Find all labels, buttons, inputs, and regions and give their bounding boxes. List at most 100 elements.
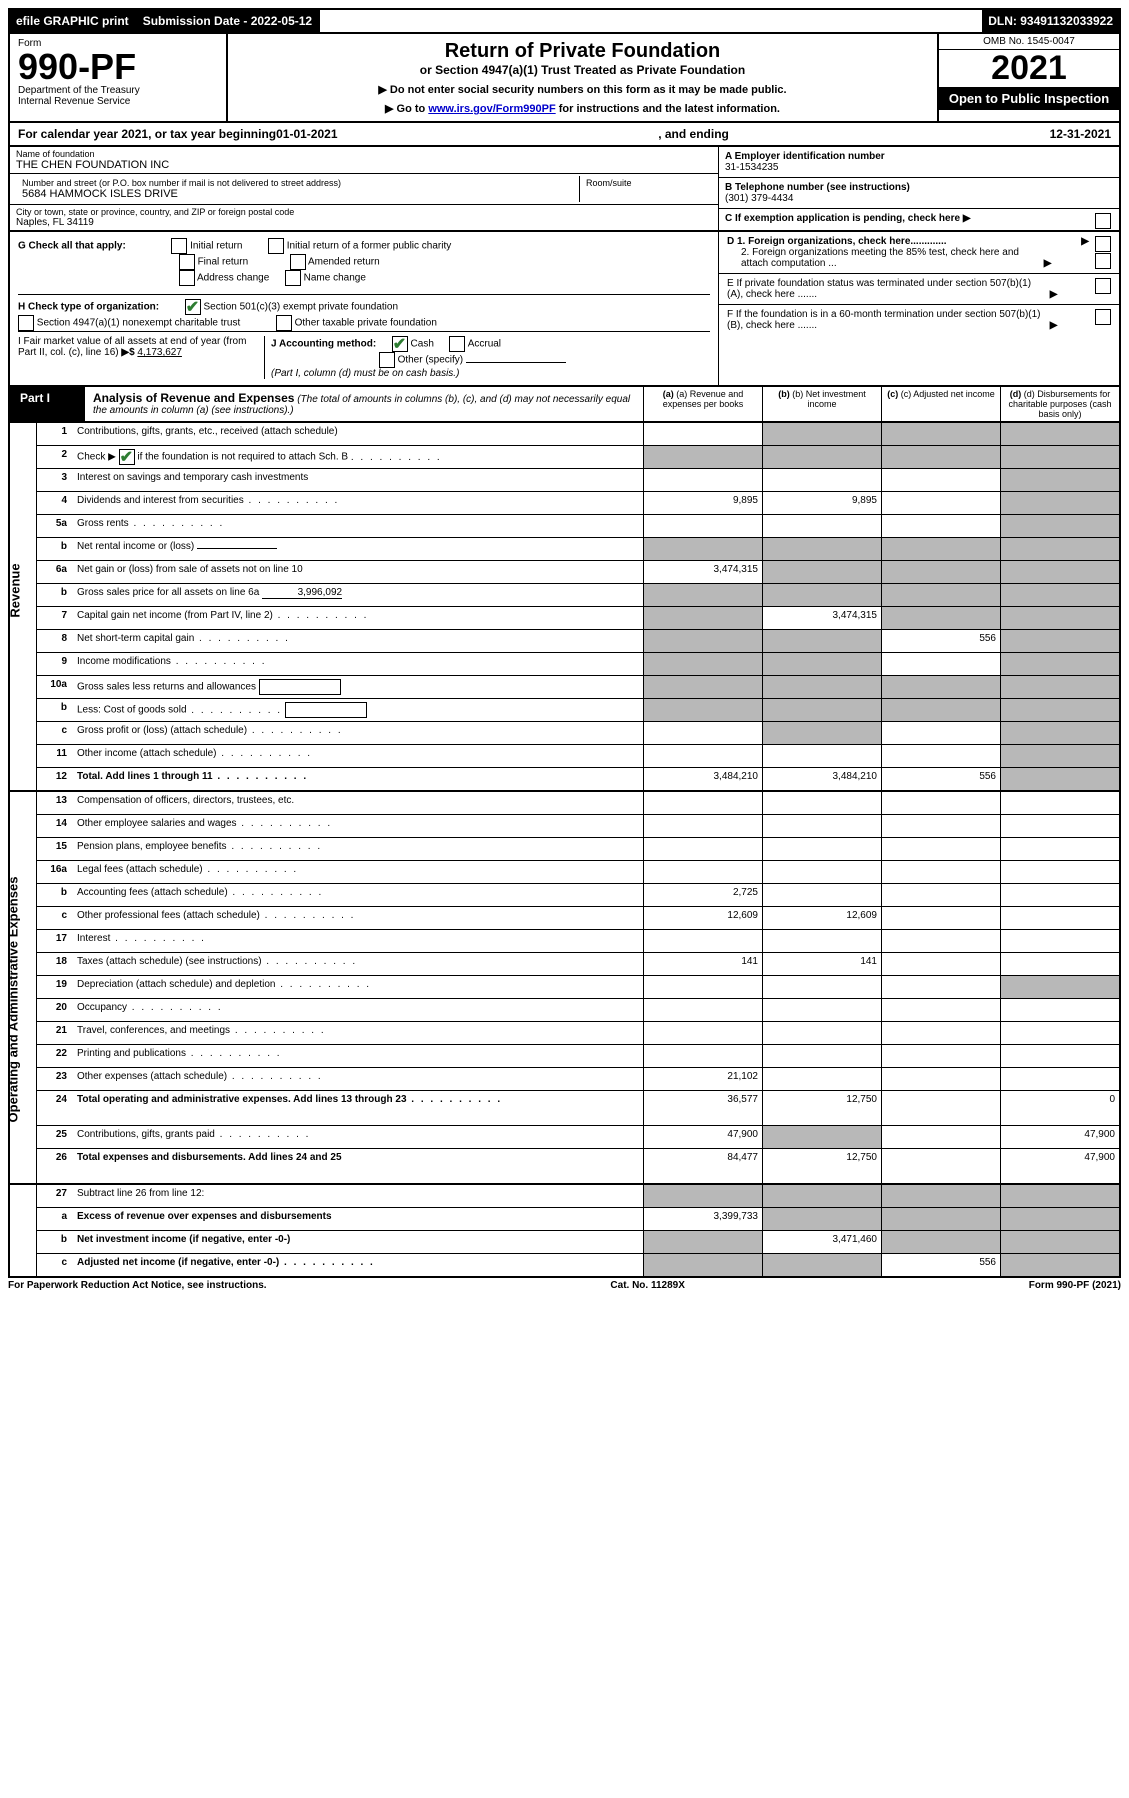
row-15: 15 Pension plans, employee benefits: [37, 838, 1119, 861]
d-row: D 1. Foreign organizations, check here..…: [719, 232, 1119, 274]
ein-label: A Employer identification number: [725, 151, 1113, 162]
c-row: C If exemption application is pending, c…: [719, 209, 1119, 228]
footer-left: For Paperwork Reduction Act Notice, see …: [8, 1280, 267, 1291]
g-opt-initial-former: Initial return of a former public charit…: [287, 241, 452, 252]
g-opt-amended: Amended return: [308, 257, 380, 268]
row-17: 17 Interest: [37, 930, 1119, 953]
tel-row: B Telephone number (see instructions) (3…: [719, 178, 1119, 209]
footer-form: Form 990-PF (2021): [1029, 1280, 1121, 1291]
g-address-checkbox[interactable]: [179, 270, 195, 286]
row-16a: 16a Legal fees (attach schedule): [37, 861, 1119, 884]
cy-begin: 01-01-2021: [276, 127, 337, 141]
j-note: (Part I, column (d) must be on cash basi…: [271, 368, 459, 379]
c-checkbox[interactable]: [1095, 213, 1111, 229]
form-year-block: OMB No. 1545-0047 2021 Open to Public In…: [937, 34, 1119, 121]
tax-year: 2021: [939, 50, 1119, 87]
e-label: E If private foundation status was termi…: [727, 278, 1047, 300]
e-row: E If private foundation status was termi…: [719, 274, 1119, 305]
col-b-header: (b) (b) Net investment income: [762, 387, 881, 421]
row-3: 3 Interest on savings and temporary cash…: [37, 469, 1119, 492]
g-opt-final: Final return: [198, 257, 249, 268]
h-501c3-checkbox[interactable]: [185, 299, 201, 315]
row-25: 25 Contributions, gifts, grants paid 47,…: [37, 1126, 1119, 1149]
row-5b: b Net rental income or (loss): [37, 538, 1119, 561]
name-row: Name of foundation THE CHEN FOUNDATION I…: [10, 147, 718, 174]
f-checkbox[interactable]: [1095, 309, 1111, 325]
top-bar: efile GRAPHIC print Submission Date - 20…: [8, 8, 1121, 34]
efile-label[interactable]: efile GRAPHIC print: [10, 10, 137, 32]
instr-2: ▶ Go to www.irs.gov/Form990PF for instru…: [240, 102, 925, 115]
j-accrual: Accrual: [468, 339, 501, 350]
g-opt-initial: Initial return: [190, 241, 242, 252]
row-10b: b Less: Cost of goods sold: [37, 699, 1119, 722]
g-initial-former-checkbox[interactable]: [268, 238, 284, 254]
dept: Department of the Treasury: [18, 85, 218, 96]
addr-label: Number and street (or P.O. box number if…: [22, 178, 573, 188]
tel-label: B Telephone number (see instructions): [725, 182, 1113, 193]
f-row: F If the foundation is in a 60-month ter…: [719, 305, 1119, 335]
row-13: 13 Compensation of officers, directors, …: [37, 792, 1119, 815]
open-to-public: Open to Public Inspection: [939, 87, 1119, 110]
h-other-checkbox[interactable]: [276, 315, 292, 331]
row27-table: 27 Subtract line 26 from line 12: a Exce…: [8, 1185, 1121, 1278]
d2-label: 2. Foreign organizations meeting the 85%…: [727, 247, 1041, 269]
row-8: 8 Net short-term capital gain 556: [37, 630, 1119, 653]
room-label: Room/suite: [586, 178, 706, 188]
g-final-checkbox[interactable]: [179, 254, 195, 270]
col-a-header: (a) (a) Revenue and expenses per books: [643, 387, 762, 421]
row-24: 24 Total operating and administrative ex…: [37, 1091, 1119, 1126]
row-26: 26 Total expenses and disbursements. Add…: [37, 1149, 1119, 1183]
footer-row: For Paperwork Reduction Act Notice, see …: [8, 1278, 1121, 1293]
j-accrual-checkbox[interactable]: [449, 336, 465, 352]
h-opt1: Section 501(c)(3) exempt private foundat…: [203, 302, 398, 313]
row-4: 4 Dividends and interest from securities…: [37, 492, 1119, 515]
e-checkbox[interactable]: [1095, 278, 1111, 294]
row-27b: b Net investment income (if negative, en…: [37, 1231, 1119, 1254]
cy-pre: For calendar year 2021, or tax year begi…: [18, 127, 276, 141]
irs-link[interactable]: www.irs.gov/Form990PF: [428, 103, 555, 115]
addr-row: Number and street (or P.O. box number if…: [10, 174, 718, 205]
g-name-checkbox[interactable]: [285, 270, 301, 286]
h-4947-checkbox[interactable]: [18, 315, 34, 331]
check-right: D 1. Foreign organizations, check here..…: [719, 232, 1119, 385]
g-initial-checkbox[interactable]: [171, 238, 187, 254]
row-2: 2 Check ▶ if the foundation is not requi…: [37, 446, 1119, 469]
street-address: 5684 HAMMOCK ISLES DRIVE: [22, 188, 573, 200]
g-amended-checkbox[interactable]: [290, 254, 306, 270]
j-other-checkbox[interactable]: [379, 352, 395, 368]
h-label: H Check type of organization:: [18, 302, 159, 313]
col-c-header: (c) (c) Adjusted net income: [881, 387, 1000, 421]
part1-header: Part I Analysis of Revenue and Expenses …: [8, 387, 1121, 423]
instr-1: ▶ Do not enter social security numbers o…: [240, 83, 925, 96]
check-left: G Check all that apply: Initial return I…: [10, 232, 719, 385]
form-title-block: Return of Private Foundation or Section …: [228, 34, 937, 121]
row-16c: c Other professional fees (attach schedu…: [37, 907, 1119, 930]
expenses-rows: 13 Compensation of officers, directors, …: [37, 792, 1119, 1183]
d1-checkbox[interactable]: [1095, 236, 1111, 252]
form-id-block: Form 990-PF Department of the Treasury I…: [10, 34, 228, 121]
g-opt-name: Name change: [304, 273, 366, 284]
omb-number: OMB No. 1545-0047: [939, 34, 1119, 50]
d2-checkbox[interactable]: [1095, 253, 1111, 269]
h-opt3: Other taxable private foundation: [295, 318, 437, 329]
calendar-year-row: For calendar year 2021, or tax year begi…: [8, 123, 1121, 147]
city-row: City or town, state or province, country…: [10, 205, 718, 230]
entity-left: Name of foundation THE CHEN FOUNDATION I…: [10, 147, 719, 230]
j-cash-checkbox[interactable]: [392, 336, 408, 352]
revenue-rows: 1 Contributions, gifts, grants, etc., re…: [37, 423, 1119, 790]
ein-row: A Employer identification number 31-1534…: [719, 147, 1119, 178]
foundation-name: THE CHEN FOUNDATION INC: [16, 159, 712, 171]
g-opt-address: Address change: [197, 273, 269, 284]
g-row: G Check all that apply: Initial return I…: [18, 238, 710, 286]
form-title: Return of Private Foundation: [240, 40, 925, 63]
part1-cols: (a) (a) Revenue and expenses per books (…: [643, 387, 1119, 421]
row27-rows: 27 Subtract line 26 from line 12: a Exce…: [37, 1185, 1119, 1276]
schb-checkbox[interactable]: [119, 449, 135, 465]
revenue-label: Revenue: [8, 563, 23, 617]
row-10c: c Gross profit or (loss) (attach schedul…: [37, 722, 1119, 745]
submission-date: Submission Date - 2022-05-12: [137, 10, 320, 32]
row-23: 23 Other expenses (attach schedule) 21,1…: [37, 1068, 1119, 1091]
city-state-zip: Naples, FL 34119: [16, 217, 712, 228]
check-section: G Check all that apply: Initial return I…: [8, 232, 1121, 387]
ij-row: I Fair market value of all assets at end…: [18, 331, 710, 379]
